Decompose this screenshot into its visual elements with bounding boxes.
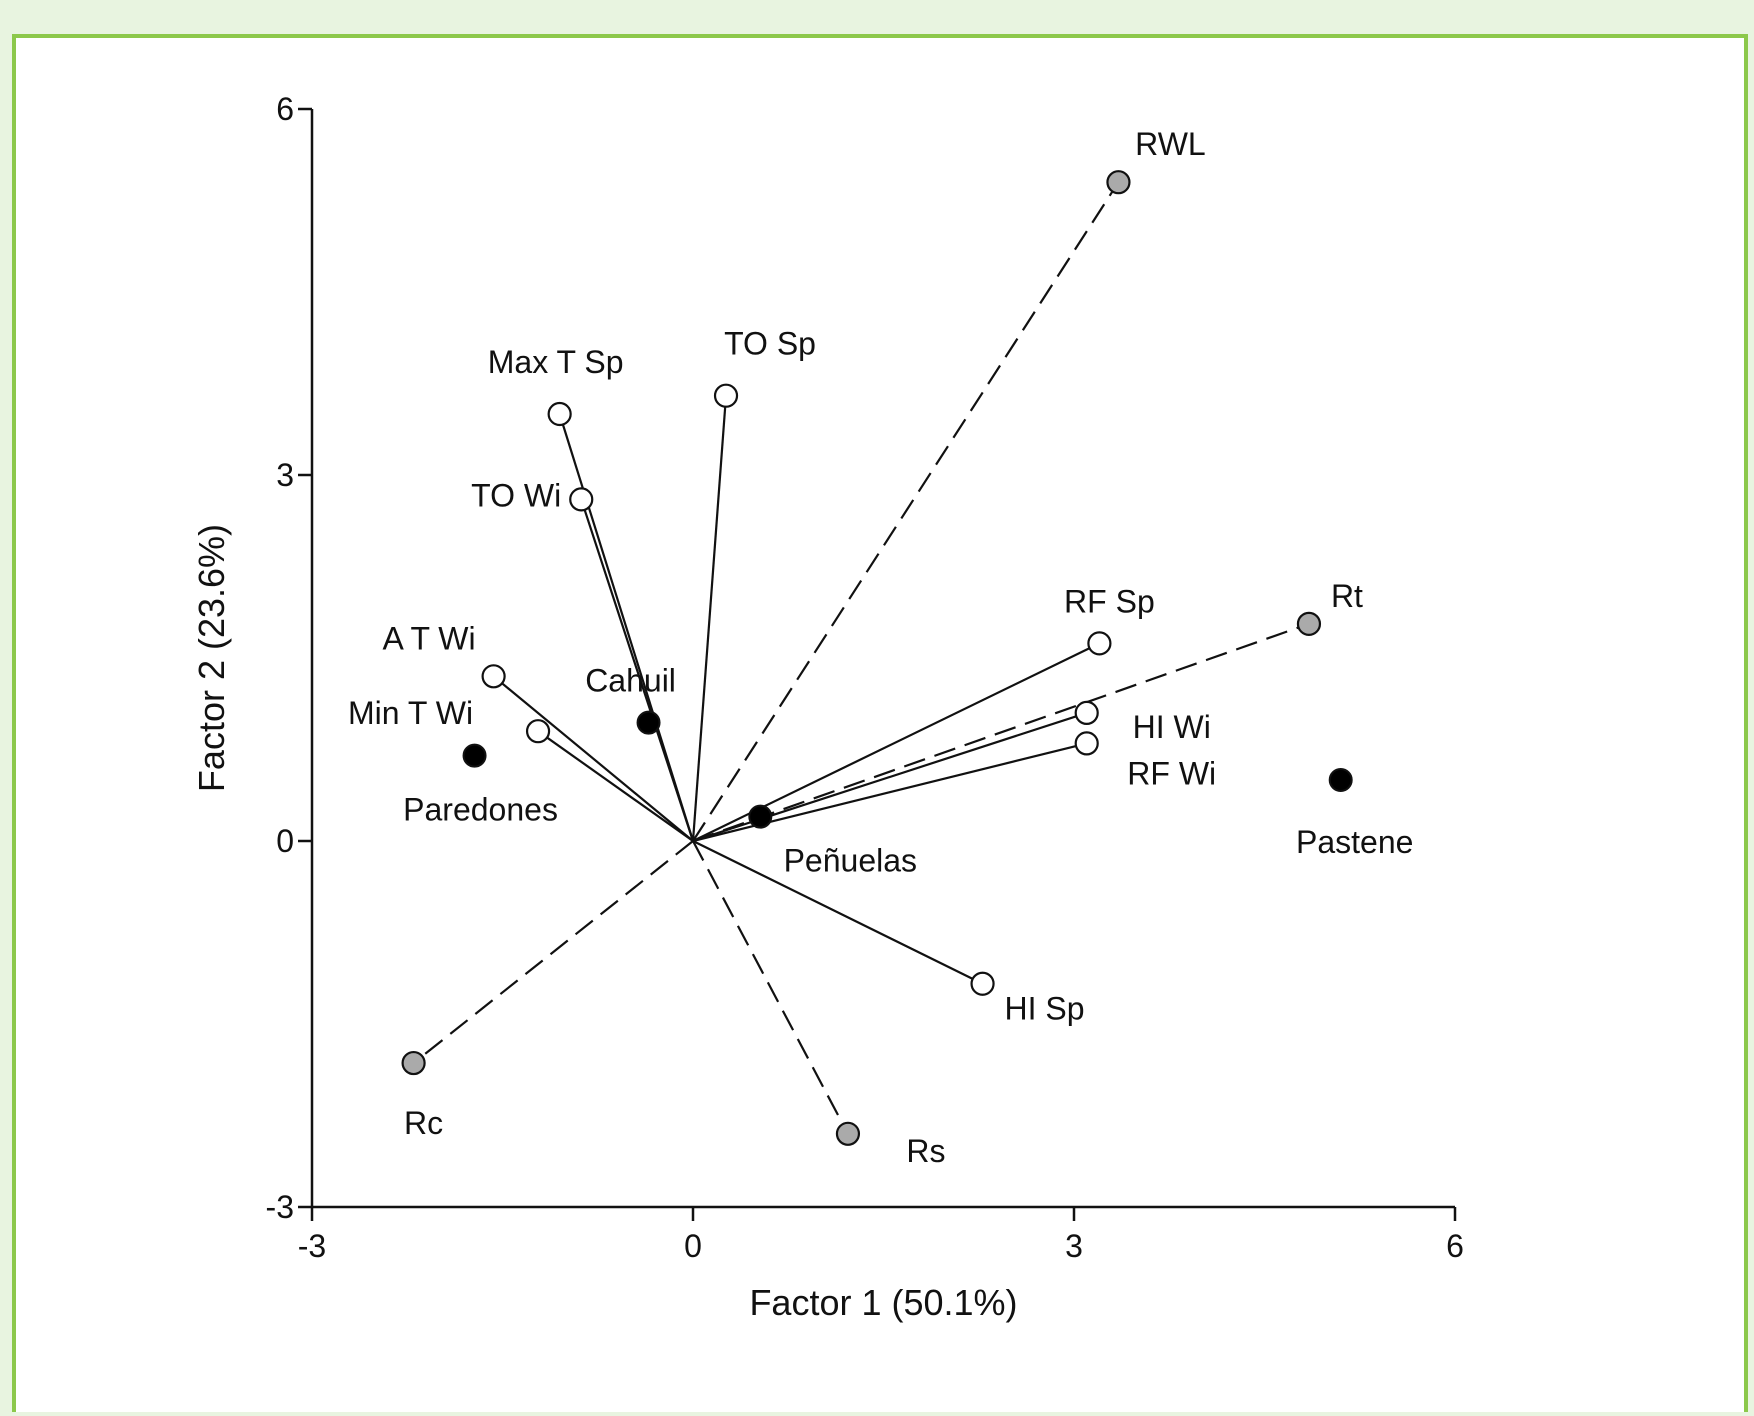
y-axis-title: Factor 2 (23.6%) <box>191 524 232 792</box>
y-axis-ticks: -3 0 3 6 <box>266 91 312 1225</box>
point-rt <box>1296 611 1322 636</box>
point-to-wi <box>569 487 594 512</box>
site-point-pastene <box>1328 768 1353 792</box>
point-to-sp <box>713 383 739 408</box>
axes: -3 0 3 6 -3 0 3 6 <box>266 91 1464 1264</box>
x-tick-label: 0 <box>684 1228 702 1264</box>
y-tick-label: 0 <box>276 823 294 859</box>
label-rf-wi: RF Wi <box>1127 755 1216 791</box>
y-tick-label: -3 <box>266 1189 294 1225</box>
vector-to-sp <box>691 395 728 842</box>
vector-rc <box>412 840 694 1064</box>
point-rf-wi <box>1074 731 1099 756</box>
point-max-t-sp <box>547 401 572 427</box>
label-to-sp: TO Sp <box>724 326 816 362</box>
vector-rt <box>692 622 1310 843</box>
vector-hi-sp <box>692 840 984 985</box>
label-cahuil: Cahuil <box>585 663 676 699</box>
point-min-t-wi <box>525 719 551 744</box>
site-point-paredones <box>462 743 487 768</box>
point-markers <box>401 170 1353 1146</box>
label-rt: Rt <box>1331 578 1363 614</box>
y-tick-label: 3 <box>276 457 294 493</box>
vector-to-wi <box>580 499 695 842</box>
point-rwl <box>1106 170 1131 195</box>
vector-rwl <box>692 181 1120 842</box>
point-rs <box>835 1121 861 1146</box>
label-max-t-sp: Max T Sp <box>488 344 624 380</box>
y-tick-label: 6 <box>276 91 294 127</box>
label-min-t-wi: Min T Wi <box>348 695 473 731</box>
label-rc: Rc <box>404 1105 443 1141</box>
label-penuelas: Peñuelas <box>784 843 917 879</box>
label-pastene: Pastene <box>1296 824 1413 860</box>
x-axis-ticks: -3 0 3 6 <box>298 1207 1464 1264</box>
label-rs: Rs <box>906 1133 945 1169</box>
x-tick-label: 6 <box>1446 1228 1464 1264</box>
x-tick-label: 3 <box>1065 1228 1083 1264</box>
label-paredones: Paredones <box>403 792 558 828</box>
vector-a-t-wi <box>492 675 694 842</box>
site-point-penuelas <box>748 804 773 829</box>
vector-rf-wi <box>692 742 1087 843</box>
point-hi-wi <box>1074 700 1099 726</box>
label-hi-sp: HI Sp <box>1005 991 1085 1027</box>
figure-frame: -3 0 3 6 -3 0 3 6 RWL TO Sp Max T Sp TO Wi A T Wi M… <box>12 34 1748 1412</box>
label-a-t-wi: A T Wi <box>383 620 476 656</box>
point-a-t-wi <box>481 664 506 689</box>
vector-rs <box>692 840 849 1135</box>
point-rf-sp <box>1087 631 1112 656</box>
label-rwl: RWL <box>1135 126 1206 162</box>
x-tick-label: -3 <box>298 1228 326 1264</box>
label-to-wi: TO Wi <box>471 477 561 513</box>
biplot-chart: -3 0 3 6 -3 0 3 6 RWL TO Sp Max T Sp TO Wi A T Wi M… <box>191 91 1464 1323</box>
point-labels: RWL TO Sp Max T Sp TO Wi A T Wi Min T Wi RF Sp… <box>348 126 1413 1169</box>
x-axis-title: Factor 1 (50.1%) <box>749 1282 1017 1323</box>
label-rf-sp: RF Sp <box>1064 583 1155 619</box>
vector-min-t-wi <box>537 730 694 842</box>
point-rc <box>401 1050 426 1076</box>
site-point-cahuil <box>636 710 661 735</box>
point-hi-sp <box>970 971 995 996</box>
label-hi-wi: HI Wi <box>1133 709 1211 745</box>
loading-vectors <box>412 181 1310 1135</box>
